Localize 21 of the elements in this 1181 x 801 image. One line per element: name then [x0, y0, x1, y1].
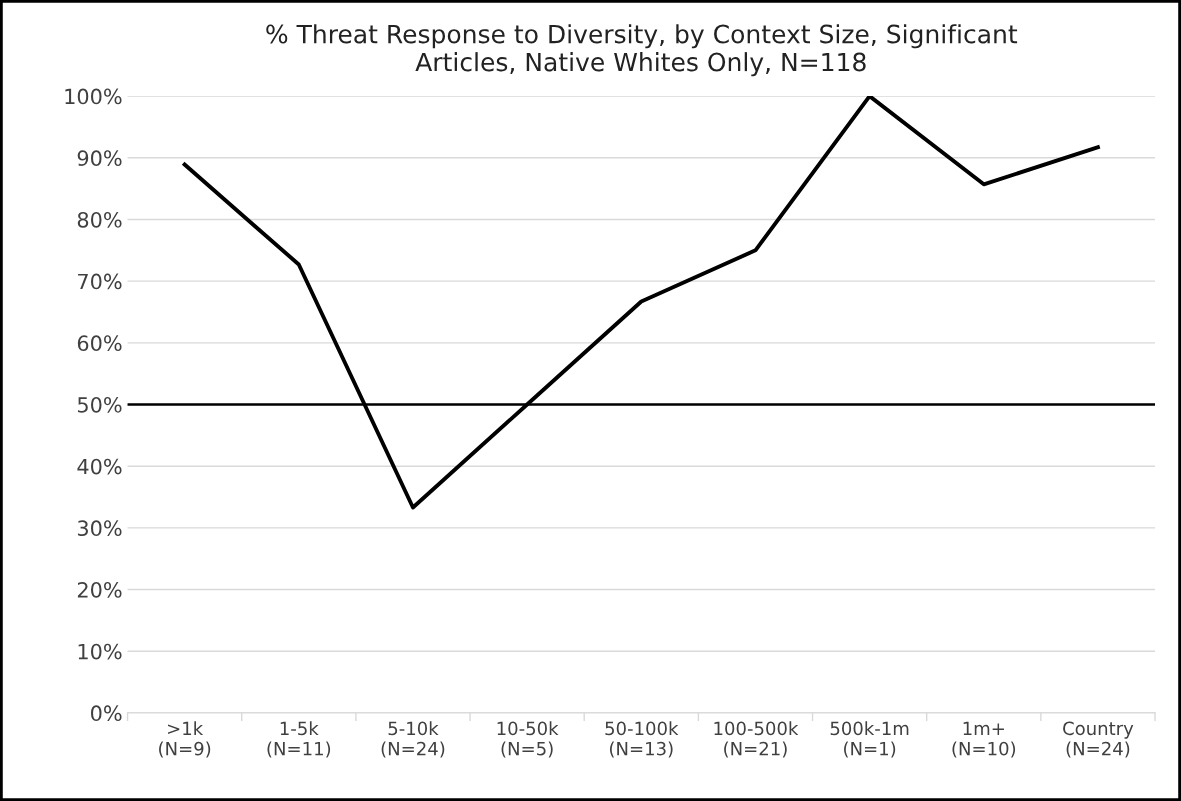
x-tick-label: 1-5k (N=11) [267, 721, 331, 758]
x-tick-label: 10-50k (N=5) [497, 721, 559, 758]
x-tick-label: 1m+ (N=10) [952, 721, 1016, 758]
chart-title: % Threat Response to Diversity, by Context Size, Significant Articles, Native Whites Only, N=118 [266, 24, 1018, 77]
y-tick-label: 70% [78, 273, 122, 290]
y-tick-label: 50% [77, 396, 122, 413]
y-tick-label: 90% [77, 150, 122, 167]
y-tick-label: 100% [65, 88, 122, 105]
y-tick-label: 80% [77, 211, 122, 228]
y-tick-label: 0% [91, 705, 122, 722]
x-tick-label: Country (N=24) [1063, 721, 1134, 758]
y-tick-label: 10% [78, 643, 122, 660]
x-tick-label: 100-500k (N=21) [714, 721, 799, 758]
x-tick-label: 500k-1m (N=1) [830, 721, 909, 758]
y-tick-label: 60% [77, 335, 122, 352]
x-tick-label: 5-10k (N=24) [381, 721, 445, 758]
y-tick-label: 30% [77, 520, 122, 537]
y-tick-label: 20% [77, 581, 122, 598]
x-tick-label: >1k (N=9) [159, 721, 211, 758]
x-tick-label: 50-100k (N=13) [605, 721, 679, 758]
y-tick-label: 40% [77, 458, 122, 475]
